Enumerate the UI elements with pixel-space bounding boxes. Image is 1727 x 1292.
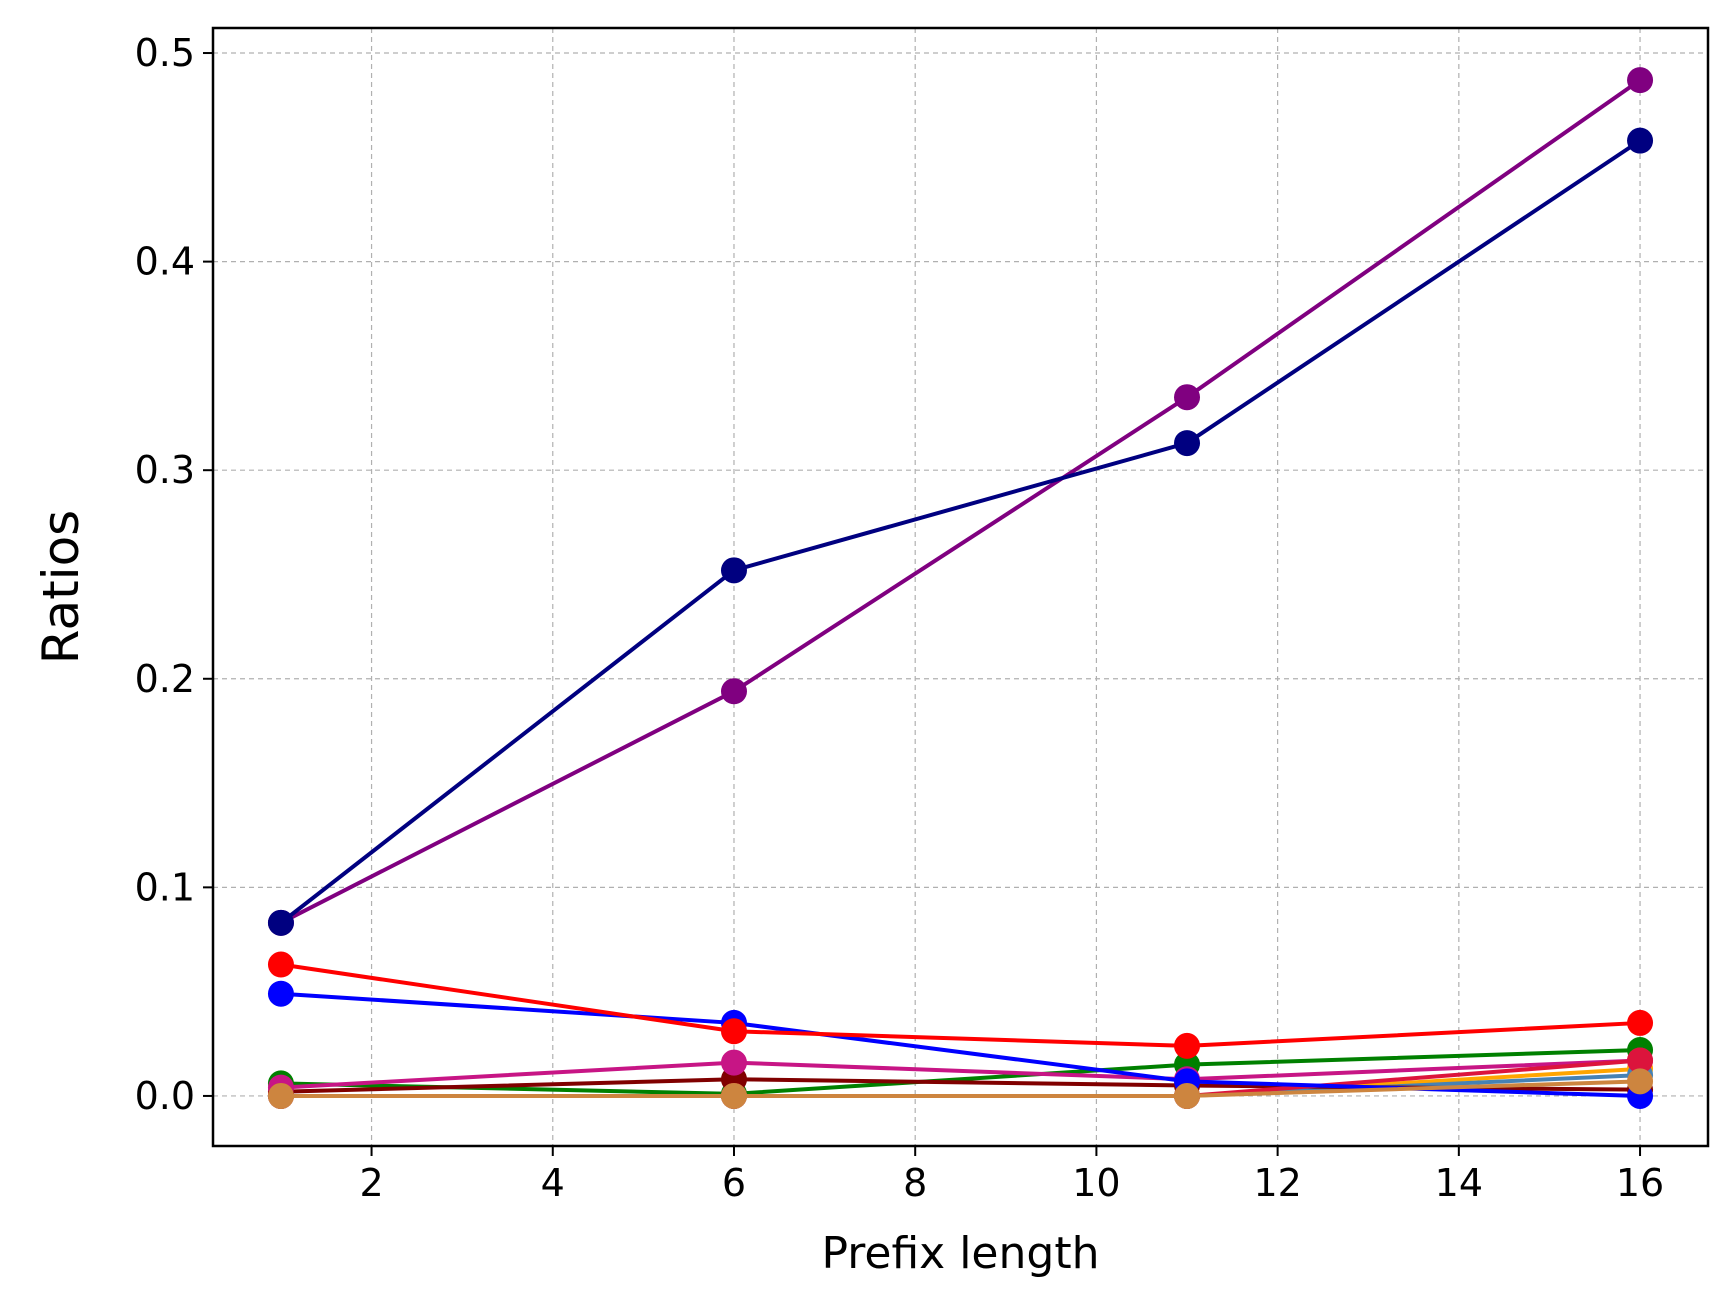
x-tick-label: 14 — [1435, 1161, 1483, 1205]
data-point — [1627, 1047, 1654, 1074]
axis-ticks: 2 4 6 8 10 12 14 16 0.0 0.1 0.2 0.3 0.4 0.5 — [135, 31, 1665, 1205]
series-line — [280, 78, 1642, 925]
data-point — [1174, 384, 1201, 411]
data-point — [1174, 430, 1201, 457]
y-tick-label: 0.4 — [135, 240, 195, 284]
series-9 — [267, 127, 1654, 936]
x-tick-label: 6 — [722, 1161, 746, 1205]
series-line — [280, 962, 1641, 1048]
x-tick-label: 12 — [1253, 1161, 1301, 1205]
series-10 — [267, 1068, 1654, 1109]
series-7 — [267, 951, 1654, 1059]
y-tick-label: 0.0 — [135, 1074, 195, 1118]
data-point — [267, 909, 294, 936]
series-layer — [267, 67, 1654, 1109]
x-tick-label: 10 — [1072, 1161, 1120, 1205]
grid-lines — [213, 28, 1708, 1146]
series-line — [279, 138, 1642, 925]
data-point — [720, 1049, 747, 1076]
series-line — [280, 1079, 1641, 1098]
y-tick-label: 0.2 — [135, 657, 195, 701]
data-point — [1627, 1068, 1654, 1095]
data-point — [1627, 67, 1654, 94]
x-tick-label: 8 — [903, 1161, 927, 1205]
data-point — [267, 1082, 294, 1109]
data-point — [1627, 1009, 1654, 1036]
data-point — [267, 951, 294, 978]
data-point — [720, 557, 747, 584]
x-tick-label: 2 — [359, 1161, 383, 1205]
series-8 — [267, 67, 1654, 936]
plot-frame — [211, 26, 1710, 1148]
data-point — [267, 980, 294, 1007]
x-tick-label: 4 — [541, 1161, 565, 1205]
y-tick-label: 0.5 — [135, 31, 195, 75]
x-tick-label: 16 — [1616, 1161, 1664, 1205]
data-point — [1174, 1082, 1201, 1109]
data-point — [720, 678, 747, 705]
series-line — [280, 1048, 1641, 1096]
data-point — [720, 1082, 747, 1109]
y-tick-label: 0.3 — [135, 448, 195, 492]
data-point — [1174, 1032, 1201, 1059]
y-tick-label: 0.1 — [135, 865, 195, 909]
data-point — [720, 1018, 747, 1045]
x-axis-title: Prefix length — [822, 1228, 1100, 1279]
data-point — [1627, 127, 1654, 154]
series-line — [280, 1058, 1641, 1090]
y-axis-title: Ratios — [32, 510, 90, 664]
